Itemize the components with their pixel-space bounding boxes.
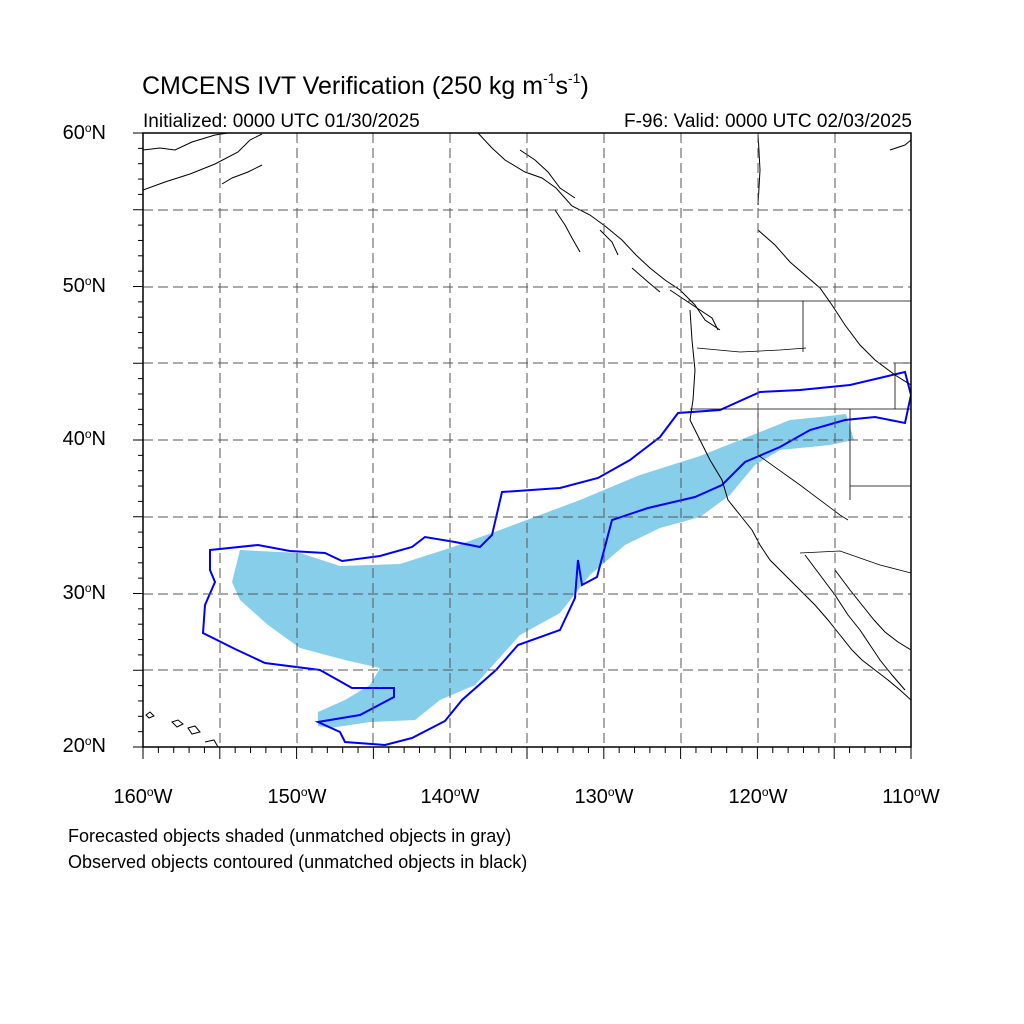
gridlines bbox=[143, 133, 911, 747]
lat-label-20: 20oN bbox=[62, 734, 106, 757]
chart-title: CMCENS IVT Verification (250 kg m-1s-1) bbox=[142, 70, 589, 100]
forecast-object bbox=[232, 414, 854, 728]
observed-legend-note: Observed objects contoured (unmatched ob… bbox=[68, 852, 528, 872]
lon-label-150w: 150oW bbox=[267, 785, 327, 808]
lon-label-110w: 110oW bbox=[882, 785, 940, 808]
valid-time: F-96: Valid: 0000 UTC 02/03/2025 bbox=[624, 111, 912, 132]
axis-ticks bbox=[133, 132, 912, 759]
lat-label-60: 60oN bbox=[62, 121, 106, 144]
lon-label-160w: 160oW bbox=[113, 785, 173, 808]
lat-label-50: 50oN bbox=[62, 274, 106, 297]
observed-object-contour bbox=[201, 370, 911, 747]
initialized-time: Initialized: 0000 UTC 01/30/2025 bbox=[143, 111, 420, 132]
lat-label-40: 40oN bbox=[62, 427, 106, 450]
lon-label-130w: 130oW bbox=[574, 785, 634, 808]
lon-label-140w: 140oW bbox=[420, 785, 480, 808]
forecast-legend-note: Forecasted objects shaded (unmatched obj… bbox=[68, 826, 512, 846]
map-frame bbox=[142, 132, 912, 748]
lat-label-30: 30oN bbox=[62, 581, 106, 604]
lon-label-120w: 120oW bbox=[728, 785, 788, 808]
